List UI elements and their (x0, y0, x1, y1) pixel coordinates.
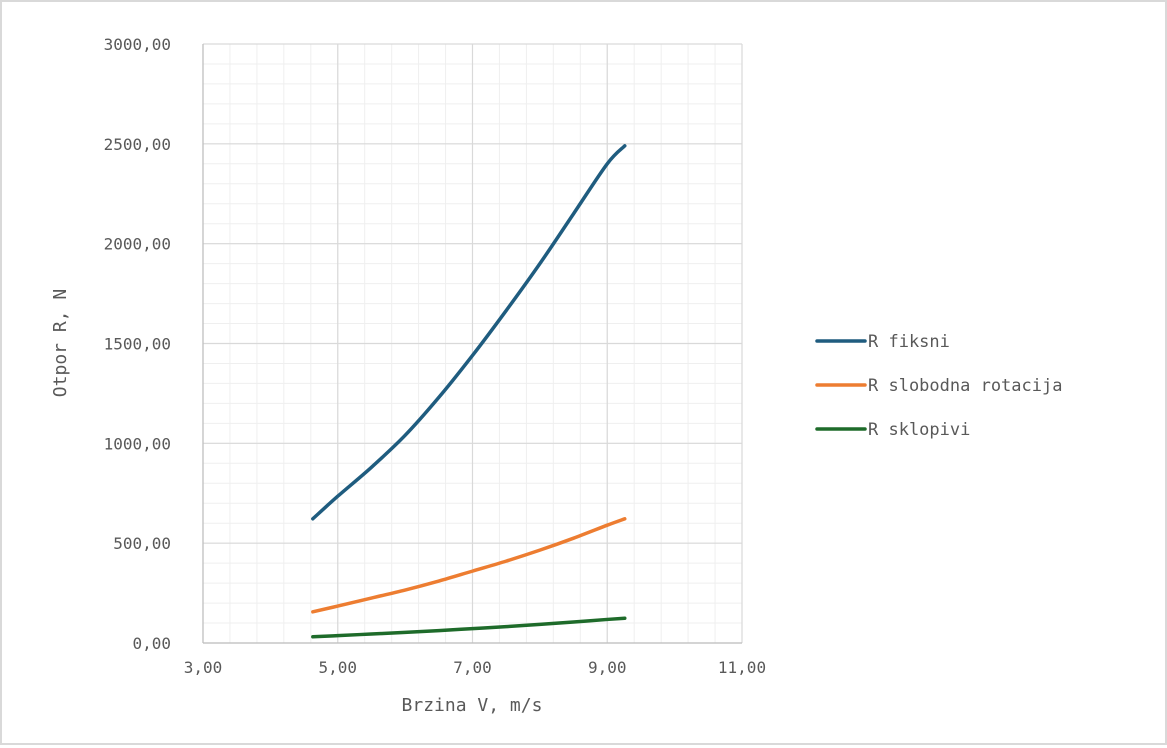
y-tick-label: 2000,00 (104, 235, 171, 254)
x-tick-label: 7,00 (453, 658, 492, 677)
tick-labels: 3,00 5,00 7,00 9,00 11,00 0,00 500,00 1000,00 15… (104, 35, 767, 677)
series-line-3 (311, 616, 627, 639)
legend: R fiksni R slobodna rotacija R sklopivi (815, 332, 1062, 440)
x-tick-label: 9,00 (588, 658, 627, 677)
y-tick-label: 1000,00 (104, 434, 171, 453)
y-tick-label: 3000,00 (104, 35, 171, 54)
y-axis-title: Otpor R, N (50, 289, 71, 397)
y-tick-label: 0,00 (132, 634, 171, 653)
series-line-2 (311, 517, 627, 614)
y-tick-label: 500,00 (113, 534, 171, 553)
axes (202, 44, 742, 644)
x-tick-label: 3,00 (184, 658, 223, 677)
legend-label: R sklopivi (868, 420, 970, 440)
x-tick-label: 11,00 (718, 658, 766, 677)
legend-label: R fiksni (868, 332, 950, 352)
legend-label: R slobodna rotacija (868, 376, 1062, 396)
series-line-1 (311, 144, 627, 521)
y-tick-label: 1500,00 (104, 335, 171, 354)
x-axis-title: Brzina V, m/s (402, 695, 543, 716)
series-lines (311, 144, 627, 639)
x-tick-label: 5,00 (318, 658, 357, 677)
y-tick-label: 2500,00 (104, 135, 171, 154)
